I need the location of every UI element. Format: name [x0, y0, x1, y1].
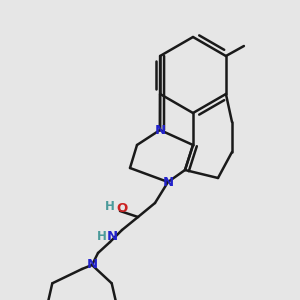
Text: N: N [154, 124, 166, 136]
Text: H: H [105, 200, 115, 214]
Text: N: N [86, 259, 98, 272]
Text: N: N [106, 230, 118, 244]
Text: N: N [162, 176, 174, 188]
Text: O: O [116, 202, 128, 215]
Text: H: H [97, 230, 107, 244]
